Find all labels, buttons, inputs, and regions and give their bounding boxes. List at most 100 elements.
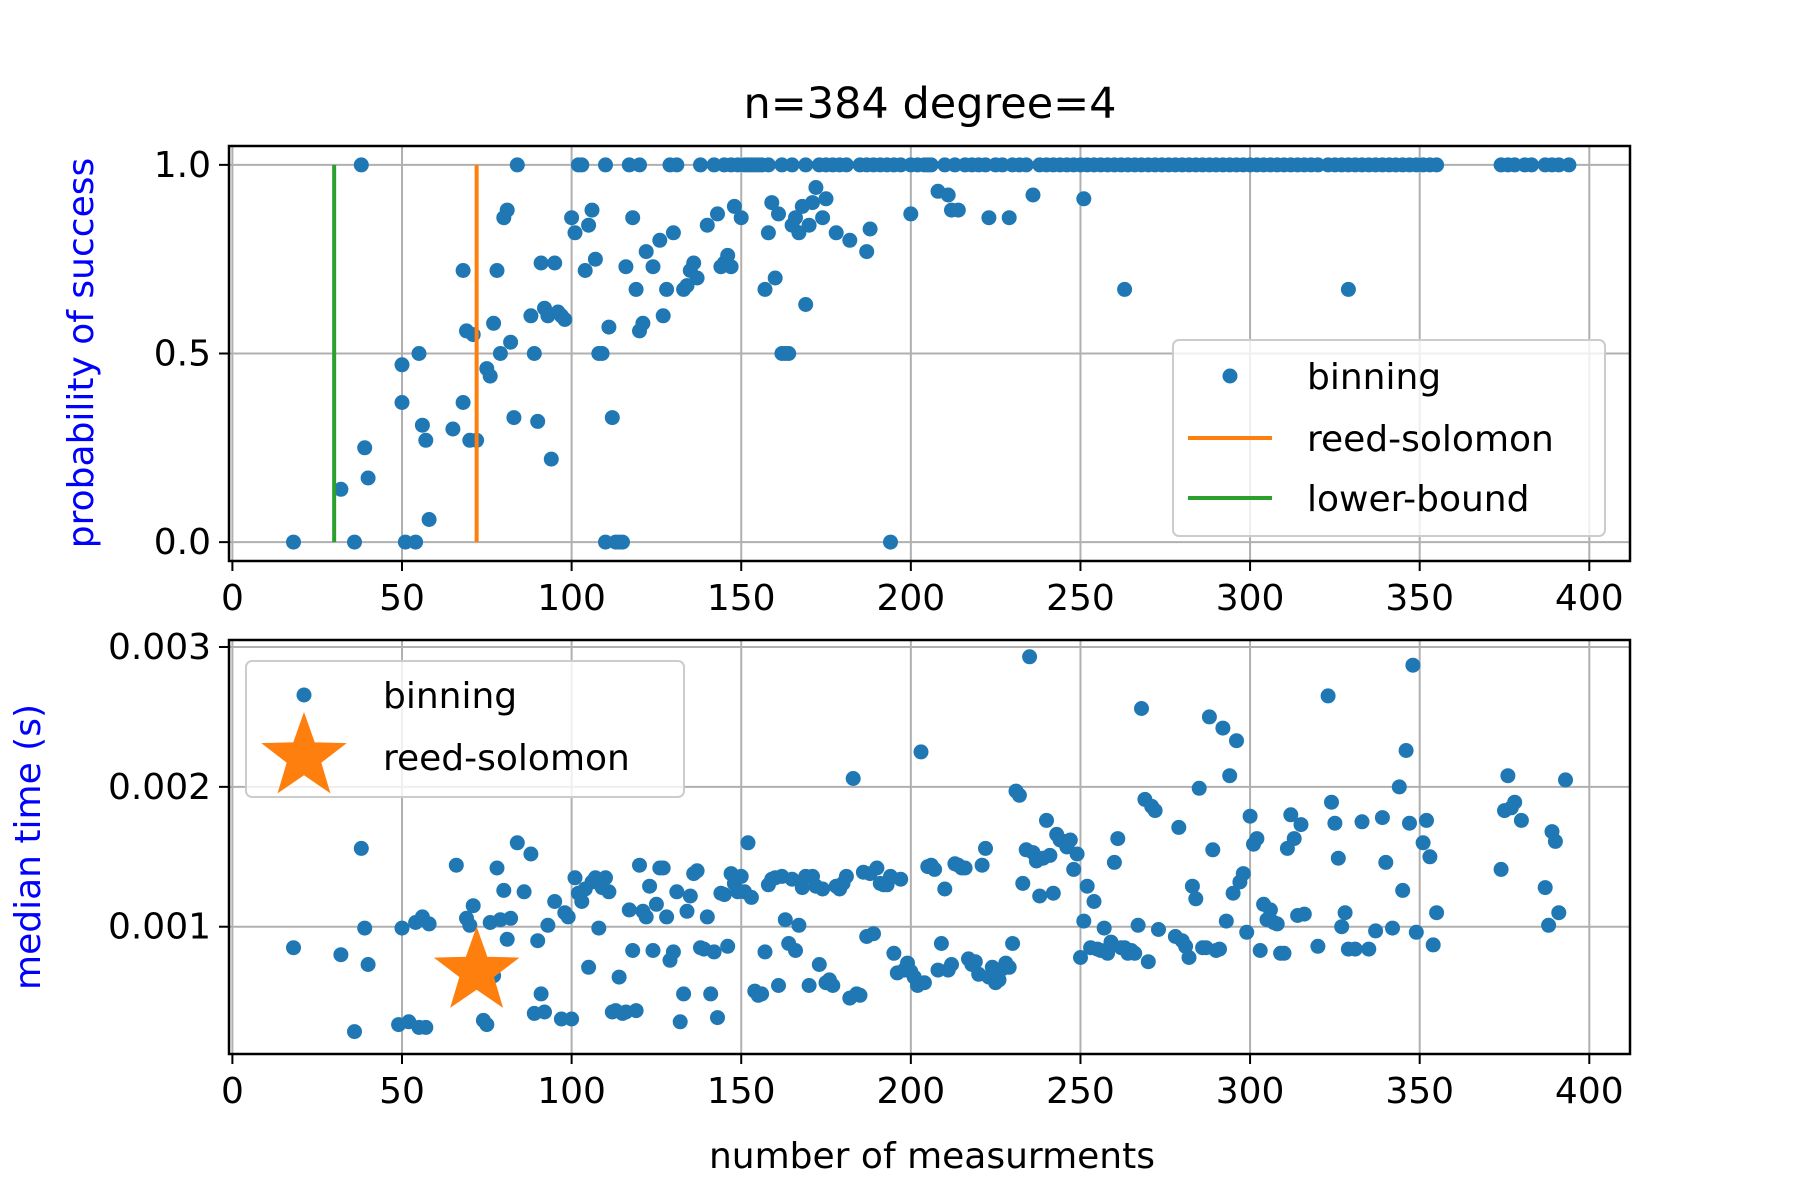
binning-point <box>720 247 736 263</box>
binning-point <box>903 206 919 222</box>
binning-point <box>1140 954 1156 970</box>
binning-point <box>791 917 807 933</box>
binning-point <box>503 334 519 350</box>
binning-point <box>733 868 749 884</box>
binning-point <box>699 909 715 925</box>
legend-marker-binning <box>296 687 312 703</box>
binning-point <box>784 157 800 173</box>
binning-point <box>594 346 610 361</box>
binning-point <box>760 225 776 241</box>
binning-point <box>615 534 630 550</box>
binning-point <box>638 244 654 260</box>
binning-point <box>1429 157 1445 173</box>
binning-point <box>628 1003 644 1019</box>
chart-title: n=384 degree=4 <box>743 79 1116 129</box>
binning-point <box>1361 941 1377 957</box>
binning-point <box>1001 210 1017 226</box>
binning-point <box>1368 923 1384 939</box>
binning-point <box>1391 779 1407 795</box>
binning-point <box>530 933 546 949</box>
binning-point <box>286 940 301 956</box>
binning-point <box>445 421 461 437</box>
x-tick-label: 350 <box>1385 1071 1454 1112</box>
binning-point <box>1222 768 1238 784</box>
binning-point <box>811 957 827 972</box>
binning-point <box>1402 815 1417 831</box>
binning-point <box>1252 943 1268 958</box>
binning-point <box>1018 157 1034 173</box>
binning-point <box>944 957 959 972</box>
binning-point <box>703 986 719 1002</box>
binning-point <box>479 1017 495 1033</box>
binning-point <box>665 225 681 241</box>
axes-frame <box>227 638 1632 1056</box>
binning-point <box>710 206 725 222</box>
binning-point <box>1096 920 1112 936</box>
binning-point <box>347 1024 362 1040</box>
binning-point <box>659 909 675 925</box>
binning-point <box>1249 831 1265 847</box>
binning-point <box>1235 866 1251 882</box>
binning-point <box>632 857 647 873</box>
binning-point <box>689 863 705 879</box>
binning-point <box>1229 733 1244 749</box>
x-tick-label: 200 <box>876 578 945 619</box>
legend-label-lower-bound: lower-bound <box>1307 479 1529 520</box>
binning-point <box>543 451 559 467</box>
binning-point <box>486 315 502 331</box>
binning-point <box>530 413 546 429</box>
binning-point <box>604 410 620 426</box>
binning-point <box>1425 937 1441 953</box>
binning-point <box>1039 812 1054 828</box>
binning-point <box>1493 861 1509 877</box>
binning-point <box>462 917 478 933</box>
binning-point <box>499 931 515 947</box>
binning-point <box>1134 701 1149 716</box>
top-axes: 0 50 100 150 200 250 300 350 400 0.0 0.5 1.0 probabi… <box>61 144 1632 619</box>
binning-point <box>818 191 834 207</box>
binning-point <box>1541 917 1557 933</box>
binning-point <box>754 986 770 1002</box>
binning-point <box>628 281 644 297</box>
binning-point <box>808 180 824 195</box>
binning-point <box>360 957 376 972</box>
binning-point <box>1286 831 1302 847</box>
binning-point <box>1127 945 1143 961</box>
binning-point <box>716 887 732 903</box>
binning-point <box>1500 768 1516 784</box>
binning-point <box>1415 835 1431 851</box>
binning-point <box>655 308 671 324</box>
binning-point <box>726 198 742 214</box>
binning-point <box>1276 945 1292 961</box>
binning-point <box>1184 878 1200 894</box>
binning-point <box>1147 803 1163 819</box>
binning-point <box>1106 854 1122 870</box>
binning-point <box>927 861 943 877</box>
binning-point <box>1524 157 1540 173</box>
binning-point <box>625 943 641 958</box>
binning-point <box>347 534 362 550</box>
legend-box <box>245 660 685 798</box>
binning-point <box>723 157 739 173</box>
binning-point <box>1537 880 1553 896</box>
binning-point <box>286 534 301 550</box>
binning-point <box>706 944 722 960</box>
binning-point <box>591 920 607 936</box>
binning-point <box>940 187 956 203</box>
binning-point <box>547 255 563 271</box>
binning-point <box>489 860 505 876</box>
binning-point <box>771 978 786 993</box>
binning-point <box>815 881 831 897</box>
bottom-axes: 0 50 100 150 200 250 300 350 400 0.001 0.002 0.003 m… <box>8 627 1632 1112</box>
y-tick-label: 0.003 <box>108 627 211 668</box>
binning-point <box>947 157 963 173</box>
binning-point <box>652 232 668 248</box>
binning-point <box>842 232 858 248</box>
binning-point <box>1408 924 1424 940</box>
binning-point <box>621 902 637 918</box>
binning-point <box>584 202 600 218</box>
binning-point <box>547 894 563 909</box>
y-tick-label: 0.0 <box>154 522 211 563</box>
